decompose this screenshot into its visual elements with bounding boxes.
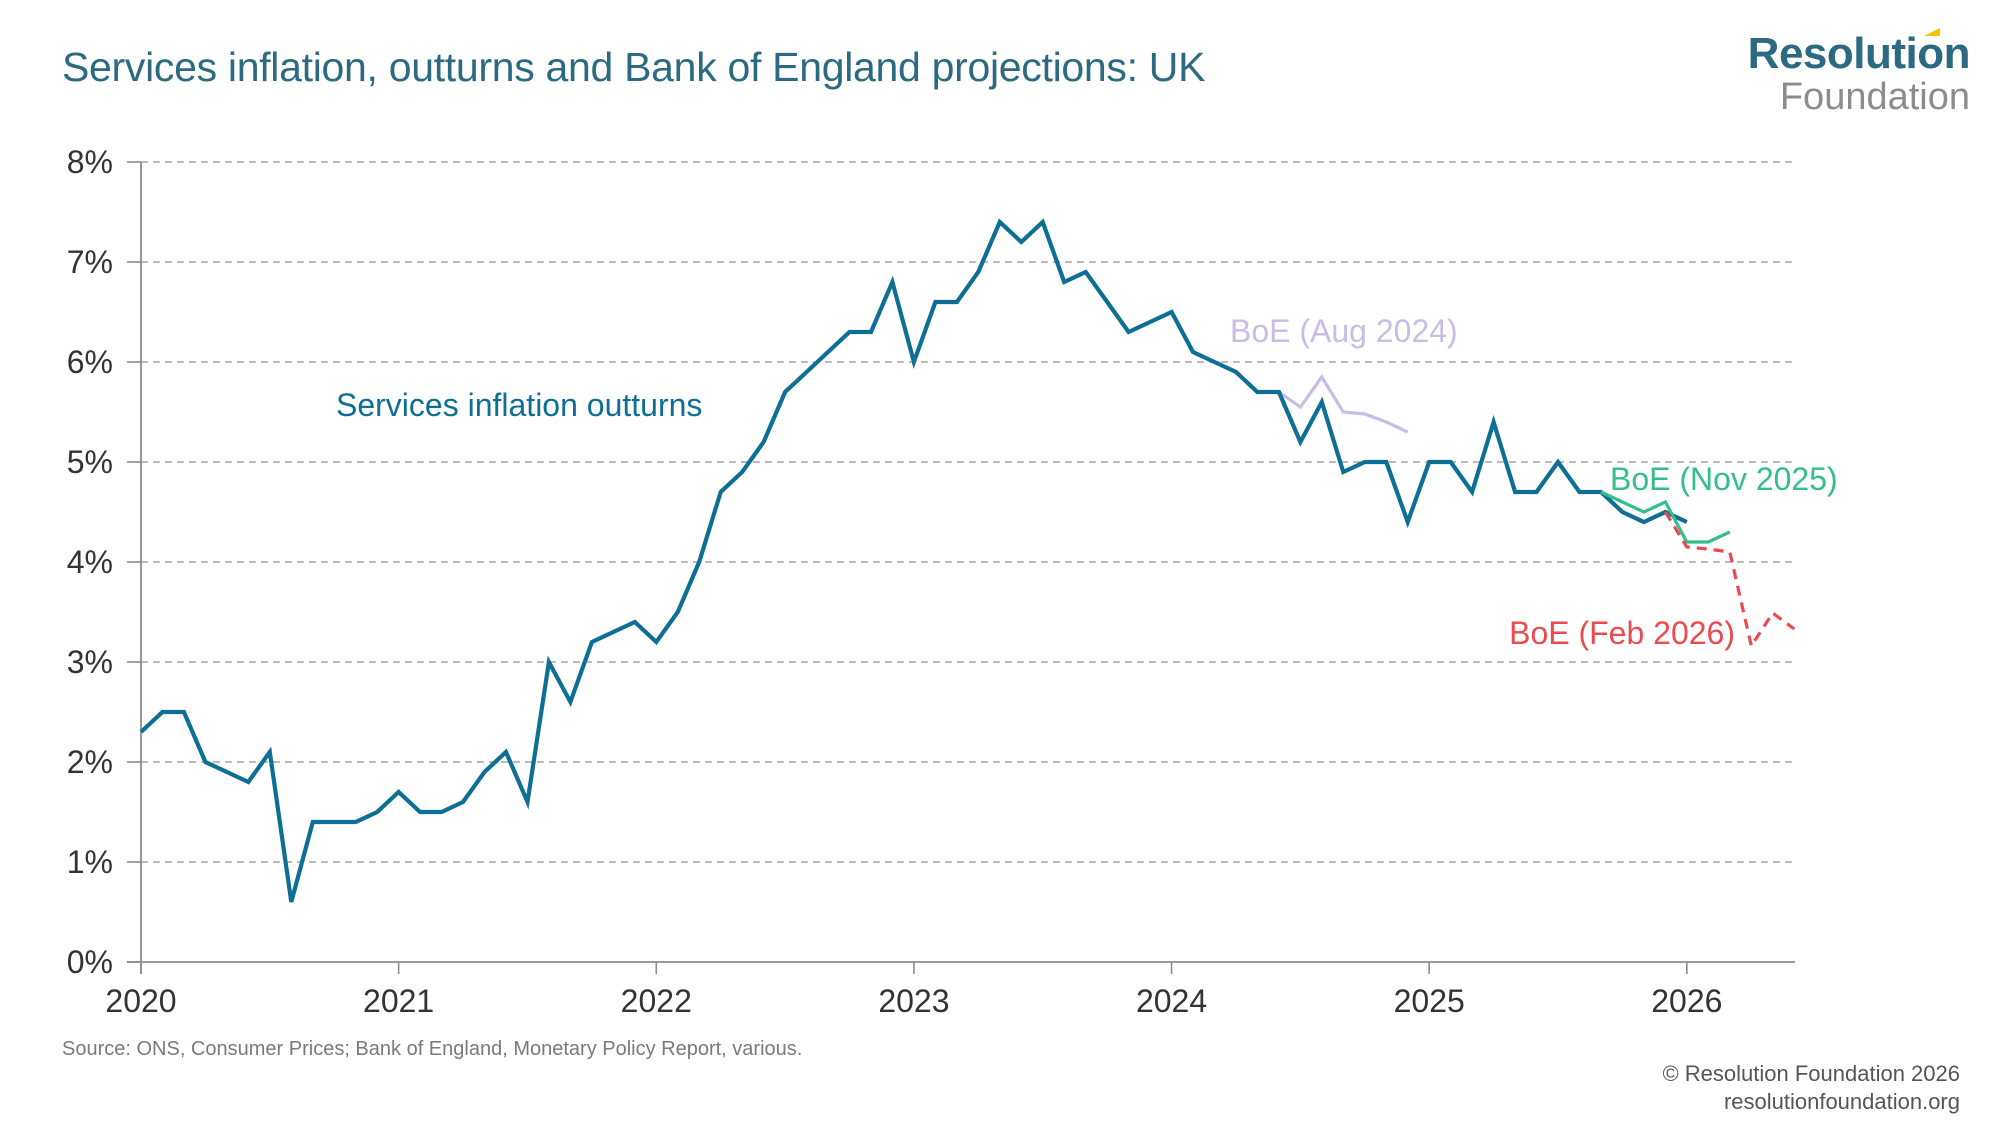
y-tick-label: 4% bbox=[67, 544, 113, 580]
x-tick-label: 2021 bbox=[363, 983, 434, 1019]
y-tick-label: 5% bbox=[67, 444, 113, 480]
series-label-boe-nov-2025: BoE (Nov 2025) bbox=[1610, 461, 1838, 497]
y-tick-label: 7% bbox=[67, 244, 113, 280]
series-lines bbox=[139, 218, 1796, 903]
series-label-services-inflation-outturns: Services inflation outturns bbox=[336, 387, 702, 423]
logo-bottom-text: Foundation bbox=[1779, 76, 1970, 118]
y-tick-label: 1% bbox=[67, 844, 113, 880]
copyright-block: © Resolution Foundation 2026 resolutionf… bbox=[1662, 1060, 1960, 1115]
logo-top-text: Resolution bbox=[1747, 29, 1971, 78]
series-labels: Services inflation outturns BoE (Aug 2024… bbox=[336, 313, 1838, 651]
x-tick-label: 2022 bbox=[621, 983, 692, 1019]
series-label-boe-feb-2026: BoE (Feb 2026) bbox=[1509, 615, 1735, 651]
y-tick-label: 6% bbox=[67, 344, 113, 380]
resolution-foundation-logo: Resolution Foundation bbox=[1747, 28, 1971, 118]
x-tick-label: 2026 bbox=[1651, 983, 1722, 1019]
gridlines bbox=[141, 161, 1795, 863]
axes bbox=[127, 161, 1795, 974]
y-tick-label: 0% bbox=[67, 944, 113, 980]
series-line-boe-aug-2024 bbox=[1277, 374, 1409, 434]
logo-wordmark-top: Resolution bbox=[1747, 28, 1971, 78]
y-tick-label: 2% bbox=[67, 744, 113, 780]
x-tick-label: 2020 bbox=[105, 983, 176, 1019]
x-axis-tick-labels: 2020 2021 2022 2023 2024 2025 2026 bbox=[105, 983, 1722, 1019]
logo-flag-icon bbox=[1924, 28, 1940, 36]
x-tick-label: 2023 bbox=[878, 983, 949, 1019]
series-label-boe-aug-2024: BoE (Aug 2024) bbox=[1230, 313, 1458, 349]
series-line-boe-feb-2026 bbox=[1664, 511, 1796, 651]
chart-title: Services inflation, outturns and Bank of… bbox=[62, 44, 1206, 90]
website-link[interactable]: resolutionfoundation.org bbox=[1723, 1088, 1960, 1114]
copyright-text: © Resolution Foundation 2026 bbox=[1662, 1061, 1960, 1086]
y-tick-label: 3% bbox=[67, 644, 113, 680]
source-note: Source: ONS, Consumer Prices; Bank of En… bbox=[62, 1038, 803, 1060]
x-tick-label: 2024 bbox=[1136, 983, 1207, 1019]
y-tick-label: 8% bbox=[67, 144, 113, 180]
y-axis-tick-labels: 0% 1% 2% 3% 4% 5% 6% 7% 8% bbox=[67, 144, 113, 980]
x-tick-label: 2025 bbox=[1394, 983, 1465, 1019]
series-line-boe-nov-2025 bbox=[1600, 490, 1731, 544]
